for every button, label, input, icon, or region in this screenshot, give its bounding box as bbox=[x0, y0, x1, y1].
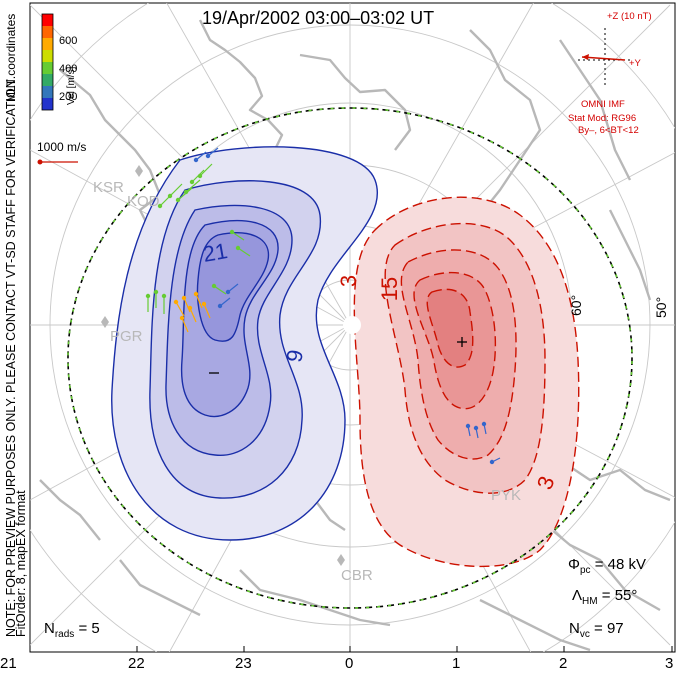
mlt-ticks bbox=[29, 646, 673, 652]
neg-contour-inner bbox=[196, 232, 270, 342]
pole-marker bbox=[343, 316, 361, 334]
colorbar-tick-400: 400 bbox=[59, 63, 78, 75]
nvc-readout: Nvc = 97 bbox=[569, 620, 624, 640]
imf-dial bbox=[578, 28, 632, 88]
positive-potential-cell bbox=[353, 196, 580, 568]
lat-label-60: 60° bbox=[568, 294, 584, 316]
nrads-sub: rads bbox=[54, 629, 75, 640]
phi-value: = 48 kV bbox=[590, 556, 646, 573]
mlt-label-3: 3 bbox=[665, 655, 674, 672]
nrads-readout: Nrads = 5 bbox=[44, 620, 100, 640]
phi-sub: pc bbox=[579, 565, 591, 576]
pos-contour-inner bbox=[426, 288, 474, 368]
mlt-label-1: 1 bbox=[452, 655, 461, 672]
lambda-symbol: Λ bbox=[572, 587, 583, 604]
imf-z-label: +Z (10 nT) bbox=[607, 11, 652, 22]
imf-y-label: +Y bbox=[629, 58, 641, 69]
extrema-markers bbox=[209, 337, 467, 374]
colorbar-label: Vel [m/s] bbox=[66, 66, 77, 105]
imf-source: OMNI IMF bbox=[581, 99, 625, 110]
negative-potential-cell bbox=[111, 146, 378, 541]
colorbar-tick-600: 600 bbox=[59, 35, 78, 47]
mlt-label-21: 21 bbox=[0, 655, 17, 672]
nrads-value: = 5 bbox=[74, 620, 100, 637]
coastlines bbox=[39, 19, 671, 652]
scale-vector bbox=[37, 159, 78, 165]
nvc-value: = 97 bbox=[589, 620, 624, 637]
fit-order-label: FitOrder: 8, mapEX format bbox=[14, 490, 28, 637]
lat-label-50: 50° bbox=[653, 296, 669, 318]
velocity-vectors bbox=[145, 147, 501, 465]
mlt-label-23: 23 bbox=[235, 655, 252, 672]
imf-condition: By–, 6<BT<12 bbox=[578, 125, 639, 136]
nvc-sub: vc bbox=[579, 629, 590, 640]
lambda-hm-readout: ΛHM = 55° bbox=[572, 587, 637, 607]
map-title: 19/Apr/2002 03:00–03:02 UT bbox=[202, 8, 435, 28]
heppner-maynard-boundary bbox=[67, 107, 633, 609]
phi-symbol: Φ bbox=[568, 556, 580, 573]
station-cbr: CBR bbox=[341, 567, 373, 584]
contour-label-neg-inner: 21 bbox=[200, 238, 230, 267]
station-pyk: PYK bbox=[491, 487, 522, 504]
station-kod: KOD bbox=[127, 193, 160, 210]
imf-model: Stat Mod: RG96 bbox=[568, 113, 637, 124]
lambda-sub: HM bbox=[582, 596, 598, 607]
contour-label-pos-mid: 15 bbox=[377, 276, 403, 302]
phi-pc-readout: Φpc = 48 kV bbox=[568, 556, 646, 576]
scale-label: 1000 m/s bbox=[37, 140, 87, 154]
nvc-symbol: N bbox=[569, 620, 580, 637]
lambda-value: = 55° bbox=[597, 587, 638, 604]
station-ksr: KSR bbox=[93, 179, 124, 196]
mlt-label-0: 0 bbox=[345, 655, 354, 672]
contour-label-pos-outer: 3 bbox=[336, 274, 362, 288]
mlt-label-2: 2 bbox=[559, 655, 568, 672]
nrads-symbol: N bbox=[44, 620, 55, 637]
mlt-label-22: 22 bbox=[128, 655, 145, 672]
station-pgr: PGR bbox=[110, 328, 143, 345]
colorbar bbox=[41, 13, 54, 111]
colorbar-tick-200: 200 bbox=[59, 91, 78, 103]
